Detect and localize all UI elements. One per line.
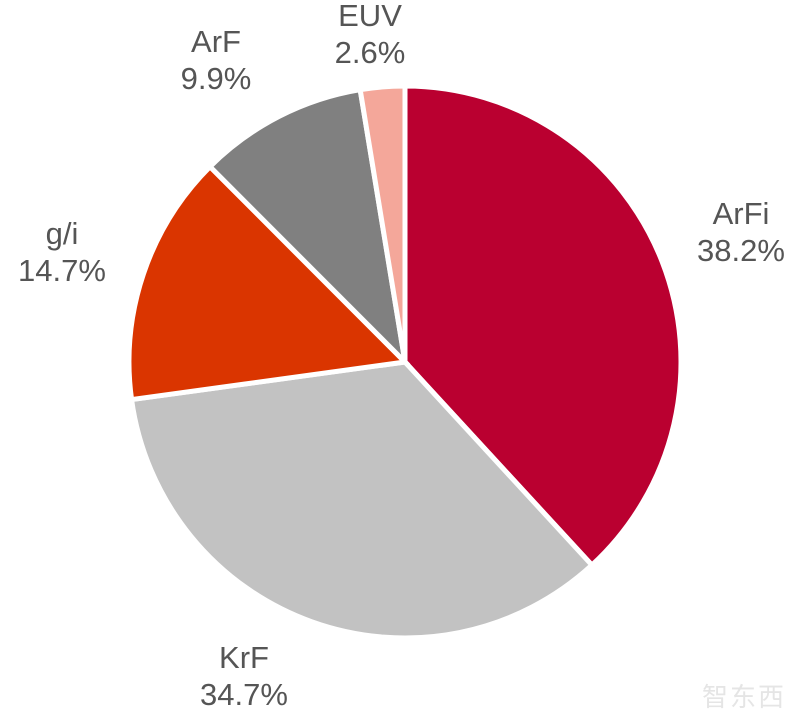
pie-slices: [126, 83, 684, 641]
pie-labels: ArFi 38.2% KrF 34.7% g/i 14.7% ArF 9.9% EUV 2.6%: [18, 0, 785, 712]
pie-slice-krf: [128, 359, 596, 641]
pie-label-value: 2.6%: [335, 35, 406, 70]
pie-label-name: ArFi: [713, 196, 770, 231]
watermark-logo: 智东西: [701, 683, 786, 713]
pie-label-name: g/i: [46, 216, 79, 251]
pie-slice-arf: [206, 86, 409, 370]
pie-label-name: EUV: [338, 0, 402, 33]
pie-label-value: 38.2%: [697, 233, 785, 268]
pie-label-value: 9.9%: [181, 61, 252, 96]
pie-label-arfi: ArFi 38.2%: [697, 196, 785, 268]
pie-label-name: ArF: [191, 24, 241, 59]
pie-label-value: 14.7%: [18, 253, 106, 288]
pie-slice-euv: [357, 83, 408, 363]
pie-label-name: KrF: [219, 640, 269, 675]
pie-label-arf: ArF 9.9%: [181, 24, 252, 96]
pie-slice-g-i: [126, 163, 411, 403]
pie-slice-arfi: [402, 83, 684, 569]
pie-label-value: 34.7%: [200, 677, 288, 712]
pie-label-g-i: g/i 14.7%: [18, 216, 106, 288]
pie-label-euv: EUV 2.6%: [335, 0, 406, 70]
pie-label-krf: KrF 34.7%: [200, 640, 288, 712]
